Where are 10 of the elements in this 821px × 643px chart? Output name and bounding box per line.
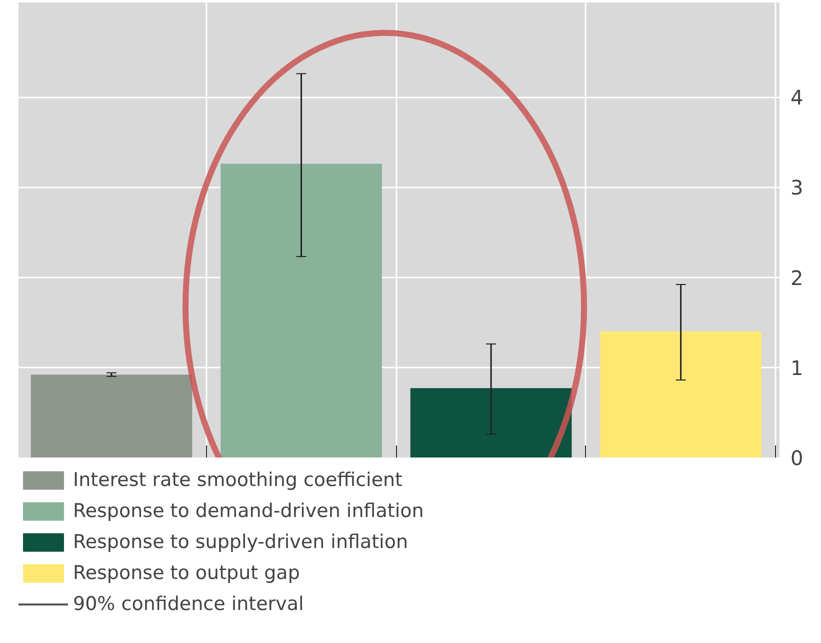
legend-label: Response to demand-driven inflation	[73, 500, 424, 522]
legend-label: Interest rate smoothing coefficient	[73, 469, 402, 491]
legend-label: Response to output gap	[73, 562, 300, 584]
y-tick-label: 2	[790, 266, 804, 290]
y-tick-label: 0	[790, 446, 804, 470]
legend-label: Response to supply-driven inflation	[73, 531, 408, 553]
y-tick-label: 1	[790, 356, 804, 380]
y-tick-label: 4	[790, 86, 804, 110]
text: 90% confidence interval	[73, 593, 304, 615]
y-tick-label: 3	[790, 176, 804, 200]
